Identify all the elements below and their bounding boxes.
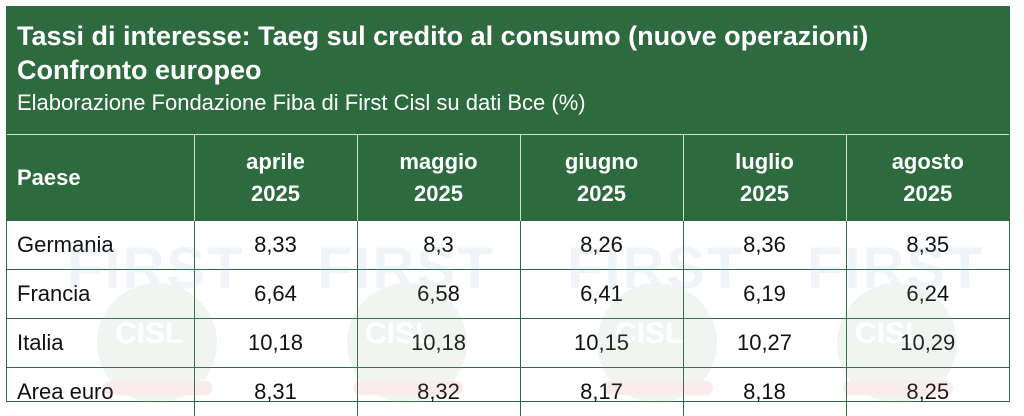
country-cell: Italia — [7, 319, 194, 368]
column-header-year: 2025 — [196, 178, 356, 210]
rate-cell: 8,17 — [520, 368, 683, 416]
column-header-label: Paese — [17, 165, 81, 190]
rate-cell: 8,18 — [683, 368, 846, 416]
rate-cell: 10,27 — [683, 319, 846, 368]
rate-cell: 8,25 — [846, 368, 1009, 416]
rate-cell: 6,58 — [357, 270, 520, 319]
rate-cell: 8,31 — [194, 368, 357, 416]
column-header-april: aprile 2025 — [194, 135, 357, 221]
column-header-month: luglio — [685, 146, 845, 178]
column-header-july: luglio 2025 — [683, 135, 846, 221]
table-row-francia: Francia 6,64 6,58 6,41 6,19 6,24 — [7, 270, 1009, 319]
rate-cell: 8,36 — [683, 221, 846, 270]
country-cell: Area euro — [7, 368, 194, 416]
table-row-italia: Italia 10,18 10,18 10,15 10,27 10,29 — [7, 319, 1009, 368]
table-card: Tassi di interesse: Taeg sul credito al … — [6, 6, 1010, 402]
rate-cell: 10,18 — [357, 319, 520, 368]
rate-cell: 6,41 — [520, 270, 683, 319]
rate-cell: 8,3 — [357, 221, 520, 270]
column-header-country: Paese — [7, 135, 194, 221]
rate-cell: 8,26 — [520, 221, 683, 270]
column-header-june: giugno 2025 — [520, 135, 683, 221]
table-title: Tassi di interesse: Taeg sul credito al … — [17, 19, 1009, 53]
data-table: Paese aprile 2025 maggio 2025 giugno 202… — [7, 135, 1009, 416]
column-header-year: 2025 — [848, 178, 1009, 210]
table-header: Tassi di interesse: Taeg sul credito al … — [7, 7, 1009, 135]
column-header-may: maggio 2025 — [357, 135, 520, 221]
table-source: Elaborazione Fondazione Fiba di First Ci… — [17, 89, 1009, 117]
column-header-row: Paese aprile 2025 maggio 2025 giugno 202… — [7, 135, 1009, 221]
rate-cell: 6,19 — [683, 270, 846, 319]
column-header-year: 2025 — [359, 178, 519, 210]
column-header-month: giugno — [522, 146, 682, 178]
rate-cell: 8,35 — [846, 221, 1009, 270]
rate-cell: 10,29 — [846, 319, 1009, 368]
table-subtitle: Confronto europeo — [17, 53, 1009, 87]
table-row-area-euro: Area euro 8,31 8,32 8,17 8,18 8,25 — [7, 368, 1009, 416]
rate-cell: 8,33 — [194, 221, 357, 270]
rate-cell: 6,24 — [846, 270, 1009, 319]
rate-cell: 10,18 — [194, 319, 357, 368]
country-cell: Francia — [7, 270, 194, 319]
column-header-month: agosto — [848, 146, 1009, 178]
column-header-month: aprile — [196, 146, 356, 178]
country-cell: Germania — [7, 221, 194, 270]
column-header-august: agosto 2025 — [846, 135, 1009, 221]
table-row-germania: Germania 8,33 8,3 8,26 8,36 8,35 — [7, 221, 1009, 270]
column-header-month: maggio — [359, 146, 519, 178]
rate-cell: 8,32 — [357, 368, 520, 416]
rate-cell: 10,15 — [520, 319, 683, 368]
rate-cell: 6,64 — [194, 270, 357, 319]
column-header-year: 2025 — [685, 178, 845, 210]
column-header-year: 2025 — [522, 178, 682, 210]
